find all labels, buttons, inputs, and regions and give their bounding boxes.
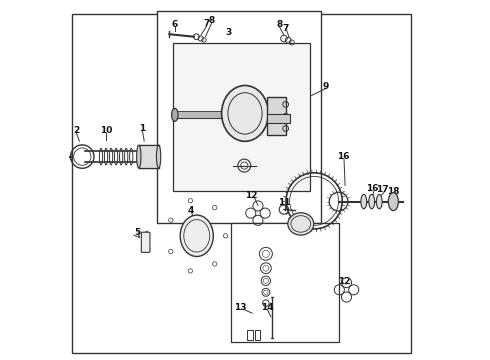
Bar: [157, 11, 320, 223]
Text: 4: 4: [187, 206, 194, 215]
Ellipse shape: [288, 213, 314, 235]
Text: 2: 2: [74, 126, 80, 135]
Text: 6: 6: [172, 20, 178, 29]
Text: 5: 5: [134, 228, 140, 237]
Ellipse shape: [172, 108, 178, 121]
Text: 18: 18: [388, 187, 400, 196]
Bar: [231, 223, 339, 342]
FancyBboxPatch shape: [141, 232, 150, 252]
Ellipse shape: [369, 194, 374, 209]
Ellipse shape: [221, 85, 269, 141]
Bar: [173, 43, 310, 191]
Text: 9: 9: [323, 82, 329, 91]
Bar: [139, 145, 159, 168]
Ellipse shape: [376, 194, 382, 209]
Text: 11: 11: [278, 198, 291, 207]
Text: V: V: [144, 240, 147, 246]
Text: 13: 13: [234, 303, 246, 312]
Text: 8: 8: [209, 16, 215, 25]
Text: 12: 12: [338, 277, 351, 286]
Ellipse shape: [388, 193, 398, 211]
Text: 17: 17: [376, 185, 389, 194]
Bar: [247, 330, 252, 340]
Text: 7: 7: [203, 19, 210, 28]
Text: 12: 12: [245, 191, 257, 199]
Text: 10: 10: [100, 126, 113, 135]
Ellipse shape: [180, 215, 213, 257]
Ellipse shape: [361, 194, 367, 209]
Text: 15: 15: [290, 215, 302, 224]
Text: 3: 3: [226, 28, 232, 37]
Text: 7: 7: [283, 24, 289, 33]
Bar: [267, 114, 290, 123]
Text: 1: 1: [139, 124, 146, 133]
Text: 14: 14: [261, 303, 273, 312]
Text: 16: 16: [366, 184, 378, 193]
Ellipse shape: [156, 145, 161, 168]
Ellipse shape: [137, 145, 141, 168]
Text: 8: 8: [276, 20, 283, 29]
Text: 16: 16: [337, 152, 349, 161]
Bar: [255, 330, 261, 340]
Bar: [268, 97, 286, 135]
Bar: [175, 112, 221, 118]
